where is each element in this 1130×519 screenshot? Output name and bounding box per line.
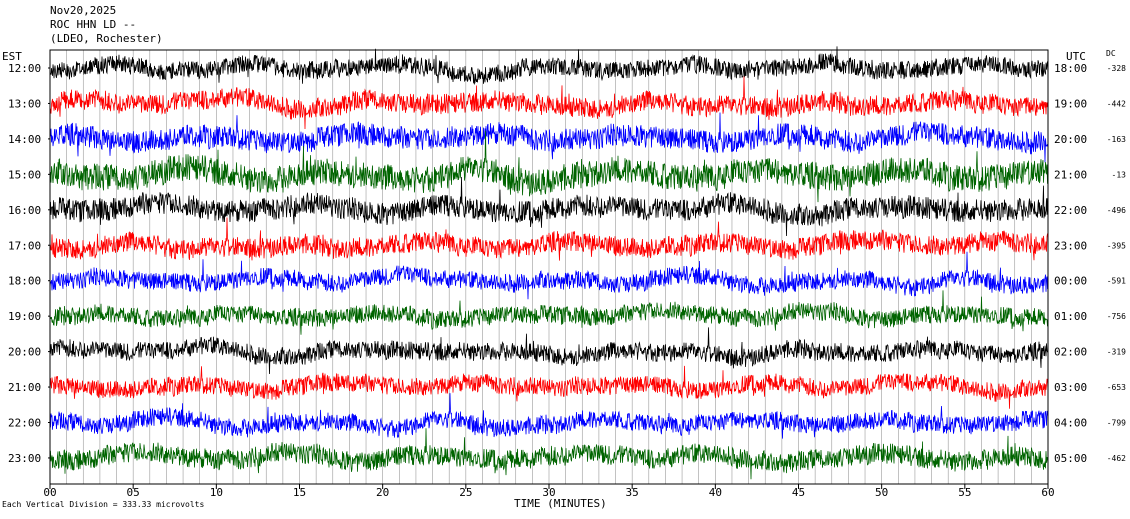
utc-hour-label: 03:00 — [1054, 381, 1087, 394]
seismogram-trace — [49, 112, 1049, 163]
x-tick-label: 15 — [293, 486, 306, 499]
est-hour-label: 12:00 — [8, 62, 41, 75]
x-tick-label: 20 — [376, 486, 389, 499]
utc-hour-label: 19:00 — [1054, 97, 1087, 110]
utc-hour-label: 21:00 — [1054, 168, 1087, 181]
est-hour-label: 21:00 — [8, 381, 41, 394]
dc-offset-labels: -328 -442 -163 -13 -496 -395 -591 -756 -319 -653 -… — [1107, 64, 1126, 463]
x-axis-ticks: 00 05 10 15 20 25 30 35 40 45 50 55 60 — [43, 484, 1055, 499]
est-hour-label: 14:00 — [8, 133, 41, 146]
dc-offset-label: -462 — [1107, 454, 1126, 463]
est-hour-label: 16:00 — [8, 204, 41, 217]
dc-offset-label: -442 — [1107, 99, 1126, 108]
date-label: Nov20,2025 — [50, 4, 117, 17]
est-hour-label: 13:00 — [8, 97, 41, 110]
dc-axis-title: DC — [1106, 49, 1116, 58]
x-axis-label: TIME (MINUTES) — [514, 497, 607, 510]
seismogram-trace — [49, 393, 1049, 439]
seismogram-trace — [49, 428, 1049, 480]
seismogram-trace — [49, 327, 1049, 375]
est-axis-title: EST — [2, 50, 22, 63]
seismogram-trace — [49, 46, 1049, 86]
utc-hour-labels: 18:00 19:00 20:00 21:00 22:00 23:00 00:00 01:00… — [1054, 62, 1087, 465]
est-hour-label: 19:00 — [8, 310, 41, 323]
x-tick-label: 30 — [542, 486, 555, 499]
utc-hour-label: 05:00 — [1054, 452, 1087, 465]
dc-offset-label: -319 — [1107, 348, 1126, 357]
seismogram-traces — [49, 46, 1049, 480]
seismogram-trace — [49, 176, 1049, 237]
utc-hour-label: 00:00 — [1054, 275, 1087, 288]
utc-hour-label: 23:00 — [1054, 239, 1087, 252]
dc-offset-label: -496 — [1107, 206, 1126, 215]
x-tick-label: 45 — [792, 486, 805, 499]
x-tick-label: 55 — [958, 486, 971, 499]
est-hour-labels: 12:00 13:00 14:00 15:00 16:00 17:00 18:00 19:00… — [8, 62, 50, 465]
dc-offset-label: -653 — [1107, 383, 1126, 392]
x-tick-label: 00 — [43, 486, 56, 499]
seismogram-trace — [49, 217, 1049, 261]
est-hour-label: 22:00 — [8, 417, 41, 430]
x-tick-label: 60 — [1041, 486, 1054, 499]
dc-offset-label: -756 — [1107, 312, 1126, 321]
est-hour-label: 23:00 — [8, 452, 41, 465]
scale-footnote: Each Vertical Division = 333.33 microvol… — [2, 500, 205, 509]
seismogram-trace — [49, 76, 1049, 130]
est-hour-label: 15:00 — [8, 168, 41, 181]
utc-hour-label: 18:00 — [1054, 62, 1087, 75]
utc-hour-label: 22:00 — [1054, 204, 1087, 217]
dc-offset-label: -591 — [1107, 277, 1126, 286]
station-label: ROC HHN LD -- — [50, 18, 137, 31]
dc-offset-label: -163 — [1107, 135, 1126, 144]
x-tick-label: 40 — [709, 486, 722, 499]
utc-hour-label: 04:00 — [1054, 417, 1087, 430]
dc-offset-label: -799 — [1107, 419, 1126, 428]
x-tick-label: 25 — [459, 486, 472, 499]
x-tick-label: 05 — [127, 486, 140, 499]
est-hour-label: 18:00 — [8, 275, 41, 288]
x-tick-label: 35 — [626, 486, 639, 499]
x-tick-label: 50 — [875, 486, 888, 499]
x-tick-label: 10 — [210, 486, 223, 499]
utc-hour-label: 20:00 — [1054, 133, 1087, 146]
dc-offset-label: -328 — [1107, 64, 1126, 73]
dc-offset-label: -13 — [1112, 170, 1127, 179]
seismogram-trace — [49, 365, 1049, 409]
est-hour-label: 17:00 — [8, 239, 41, 252]
seismogram-trace — [49, 130, 1049, 203]
dc-offset-label: -395 — [1107, 241, 1126, 250]
utc-hour-label: 01:00 — [1054, 310, 1087, 323]
seismogram-trace — [49, 290, 1049, 335]
est-hour-label: 20:00 — [8, 346, 41, 359]
network-label: (LDEO, Rochester) — [50, 32, 163, 45]
seismogram-trace — [49, 251, 1048, 300]
utc-axis-title: UTC — [1066, 50, 1086, 63]
utc-hour-label: 02:00 — [1054, 346, 1087, 359]
